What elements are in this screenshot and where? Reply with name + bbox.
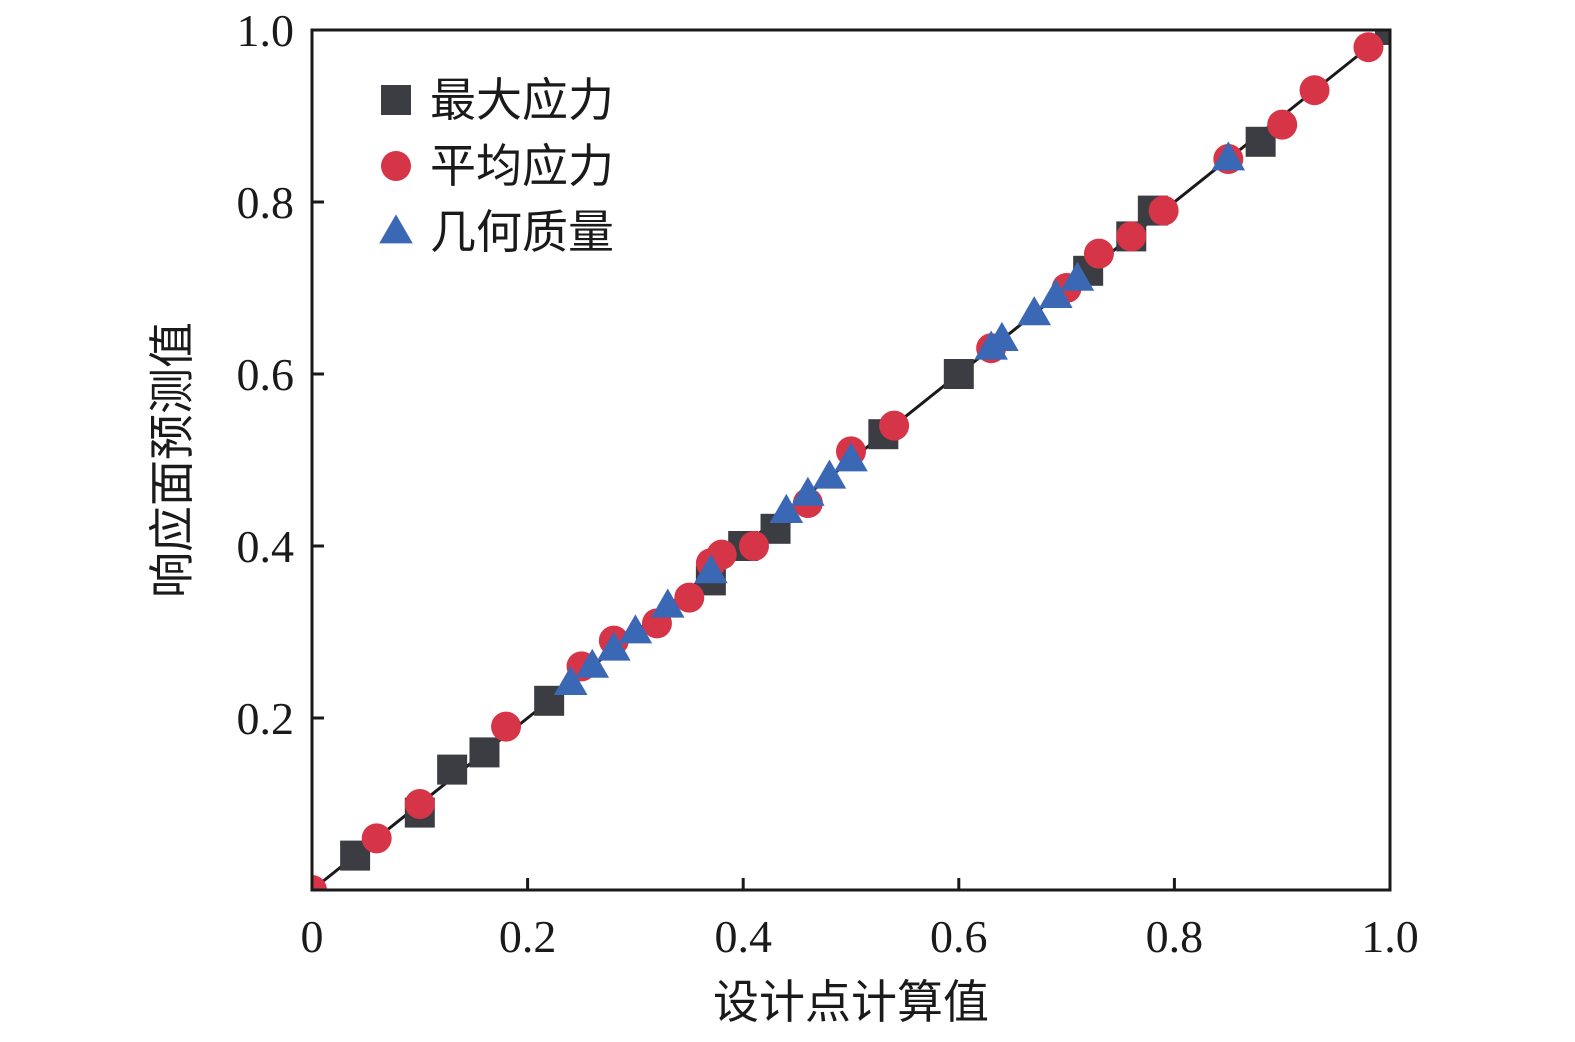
series-triangle (553, 141, 1246, 695)
data-point-triangle-0 (553, 665, 588, 695)
x-tick-label: 1.0 (1361, 911, 1419, 962)
data-point-triangle-12 (1017, 296, 1052, 326)
data-point-circle-2 (404, 789, 435, 819)
data-point-triangle-14 (1060, 261, 1095, 291)
data-point-circle-17 (1116, 221, 1147, 252)
axis-ticks: 0 0.2 0.4 0.6 0.8 1.0 0.2 0.4 0.6 0.8 1.0 (237, 5, 1419, 962)
data-point-triangle-7 (791, 476, 825, 506)
data-points (312, 30, 1390, 890)
data-point-triangle-9 (834, 442, 868, 472)
x-axis-title: 设计点计算值 (713, 975, 989, 1029)
y-tick-label: 0.2 (237, 693, 295, 744)
x-tick-label: 0.4 (714, 911, 772, 962)
data-point-square-2 (437, 754, 468, 785)
data-point-circle-1 (361, 823, 392, 854)
data-point-circle-20 (1267, 109, 1298, 140)
data-point-square-9 (943, 359, 974, 389)
legend-marker-circle (381, 151, 411, 181)
data-point-circle-13 (879, 410, 910, 441)
data-point-circle-7 (674, 582, 705, 613)
data-point-triangle-6 (769, 493, 804, 523)
y-tick-label: 1.0 (237, 5, 295, 56)
data-point-circle-3 (491, 711, 522, 742)
data-point-triangle-1 (575, 648, 610, 678)
data-point-triangle-4 (650, 588, 685, 618)
legend-label: 最大应力 (430, 73, 614, 127)
data-point-triangle-3 (618, 614, 653, 644)
legend-marker-square (381, 85, 411, 115)
data-point-triangle-5 (694, 554, 728, 584)
y-tick-label: 0.8 (237, 177, 295, 228)
legend-item-triangle: 几何质量 (379, 205, 614, 259)
legend-label: 平均应力 (430, 139, 614, 193)
legend-item-square: 最大应力 (381, 73, 614, 127)
data-point-square-3 (469, 737, 500, 768)
data-point-triangle-8 (812, 459, 847, 489)
data-point-triangle-2 (597, 631, 631, 661)
y-tick-label: 0.4 (237, 521, 295, 572)
legend-label: 几何质量 (430, 205, 614, 259)
plot-frame (310, 28, 1392, 892)
data-point-triangle-15 (1211, 141, 1246, 171)
data-point-circle-10 (738, 531, 769, 561)
data-point-circle-0 (312, 875, 327, 890)
x-tick-label: 0.6 (930, 911, 988, 962)
x-tick-label: 0.8 (1146, 911, 1204, 962)
data-point-circle-18 (1148, 195, 1179, 226)
axes (310, 28, 1392, 892)
data-point-triangle-11 (985, 321, 1019, 351)
data-point-circle-16 (1083, 238, 1114, 269)
data-point-circle-22 (1353, 32, 1384, 63)
x-tick-label: 0 (301, 911, 324, 962)
data-point-circle-21 (1299, 75, 1330, 106)
x-tick-label: 0.2 (499, 911, 557, 962)
legend-marker-triangle (379, 214, 413, 244)
y-axis-title: 响应面预测值 (145, 322, 199, 598)
y-tick-label: 0.6 (237, 349, 295, 400)
legend-item-circle: 平均应力 (381, 139, 614, 193)
data-point-triangle-13 (1039, 278, 1073, 308)
